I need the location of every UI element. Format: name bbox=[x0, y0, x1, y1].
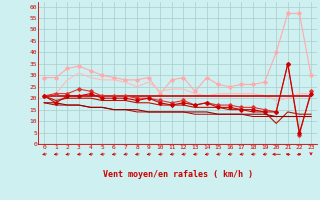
X-axis label: Vent moyen/en rafales ( km/h ): Vent moyen/en rafales ( km/h ) bbox=[103, 170, 252, 179]
